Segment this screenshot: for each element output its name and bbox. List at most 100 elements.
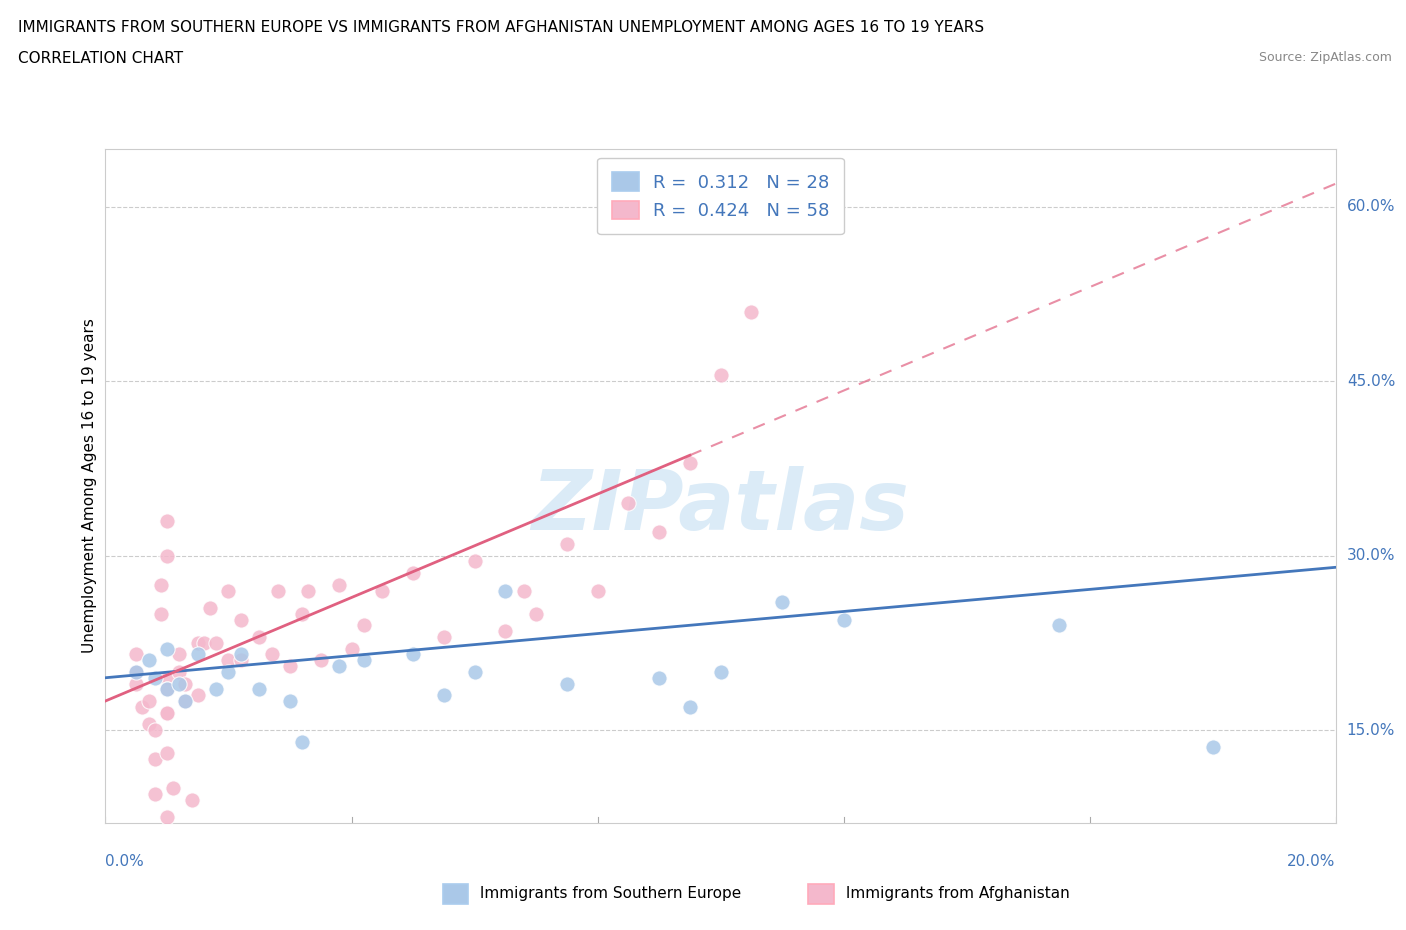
Point xyxy=(156,513,179,528)
Point xyxy=(187,635,209,650)
Text: Source: ZipAtlas.com: Source: ZipAtlas.com xyxy=(1258,51,1392,64)
Point xyxy=(156,549,179,564)
Point xyxy=(156,642,179,657)
Point xyxy=(770,595,793,610)
Point xyxy=(156,705,179,720)
Point xyxy=(464,664,486,679)
Point xyxy=(156,682,179,697)
Point xyxy=(198,601,221,616)
Point xyxy=(353,653,375,668)
Point xyxy=(267,583,290,598)
Point xyxy=(162,781,184,796)
Point xyxy=(291,735,314,750)
Point xyxy=(402,565,425,580)
Point xyxy=(353,618,375,633)
Text: 30.0%: 30.0% xyxy=(1347,548,1395,564)
Point xyxy=(143,787,166,802)
Point xyxy=(180,792,202,807)
Text: 60.0%: 60.0% xyxy=(1347,199,1395,215)
Point xyxy=(169,664,191,679)
Point xyxy=(218,664,240,679)
Legend: R =  0.312   N = 28, R =  0.424   N = 58: R = 0.312 N = 28, R = 0.424 N = 58 xyxy=(598,158,844,234)
Point xyxy=(218,583,240,598)
Text: 20.0%: 20.0% xyxy=(1288,854,1336,869)
Point xyxy=(169,647,191,662)
Point xyxy=(524,606,547,621)
Point xyxy=(229,647,252,662)
Point xyxy=(291,606,314,621)
Point xyxy=(710,368,733,383)
Text: ZIPatlas: ZIPatlas xyxy=(531,466,910,547)
Point xyxy=(679,456,702,471)
Point xyxy=(125,664,148,679)
Point xyxy=(229,612,252,627)
Point xyxy=(143,671,166,685)
Point xyxy=(205,682,228,697)
Point xyxy=(169,676,191,691)
Point xyxy=(138,717,160,732)
Point xyxy=(433,630,456,644)
Point xyxy=(174,676,197,691)
Point xyxy=(513,583,536,598)
Point xyxy=(1201,740,1223,755)
Point xyxy=(648,525,671,539)
Text: 15.0%: 15.0% xyxy=(1347,723,1395,737)
Point xyxy=(174,694,197,709)
Text: 0.0%: 0.0% xyxy=(105,854,145,869)
Point xyxy=(494,583,516,598)
Point xyxy=(328,658,350,673)
Point xyxy=(156,705,179,720)
Y-axis label: Unemployment Among Ages 16 to 19 years: Unemployment Among Ages 16 to 19 years xyxy=(82,318,97,654)
Point xyxy=(125,647,148,662)
Point xyxy=(125,664,148,679)
Point xyxy=(138,653,160,668)
Point xyxy=(710,664,733,679)
Point xyxy=(149,606,172,621)
Point xyxy=(218,653,240,668)
Text: Immigrants from Southern Europe: Immigrants from Southern Europe xyxy=(475,886,741,901)
Point xyxy=(193,635,215,650)
Point xyxy=(156,671,179,685)
Point xyxy=(143,751,166,766)
Point xyxy=(187,688,209,703)
Point xyxy=(156,746,179,761)
Point xyxy=(740,304,762,319)
Point xyxy=(229,653,252,668)
Point xyxy=(555,537,578,551)
Point xyxy=(328,578,350,592)
Point xyxy=(371,583,394,598)
Point xyxy=(340,642,363,657)
Point xyxy=(433,688,456,703)
Point xyxy=(309,653,332,668)
Point xyxy=(131,699,153,714)
Point xyxy=(617,496,640,511)
Point xyxy=(464,554,486,569)
Text: IMMIGRANTS FROM SOUTHERN EUROPE VS IMMIGRANTS FROM AFGHANISTAN UNEMPLOYMENT AMON: IMMIGRANTS FROM SOUTHERN EUROPE VS IMMIG… xyxy=(18,20,984,35)
Point xyxy=(205,635,228,650)
Point xyxy=(156,810,179,825)
Point xyxy=(402,647,425,662)
Point xyxy=(297,583,319,598)
Point xyxy=(149,578,172,592)
Point xyxy=(555,676,578,691)
Point xyxy=(832,612,855,627)
Point xyxy=(187,647,209,662)
Text: Immigrants from Afghanistan: Immigrants from Afghanistan xyxy=(841,886,1070,901)
Point xyxy=(679,699,702,714)
Point xyxy=(138,694,160,709)
Point xyxy=(247,630,270,644)
Point xyxy=(125,676,148,691)
Point xyxy=(278,694,301,709)
Point xyxy=(1047,618,1070,633)
Point xyxy=(586,583,609,598)
Point xyxy=(156,682,179,697)
Point xyxy=(174,694,197,709)
Text: CORRELATION CHART: CORRELATION CHART xyxy=(18,51,183,66)
Text: 45.0%: 45.0% xyxy=(1347,374,1395,389)
Point xyxy=(260,647,283,662)
Point xyxy=(494,624,516,639)
Point xyxy=(143,723,166,737)
Point xyxy=(278,658,301,673)
Point xyxy=(648,671,671,685)
Point xyxy=(247,682,270,697)
